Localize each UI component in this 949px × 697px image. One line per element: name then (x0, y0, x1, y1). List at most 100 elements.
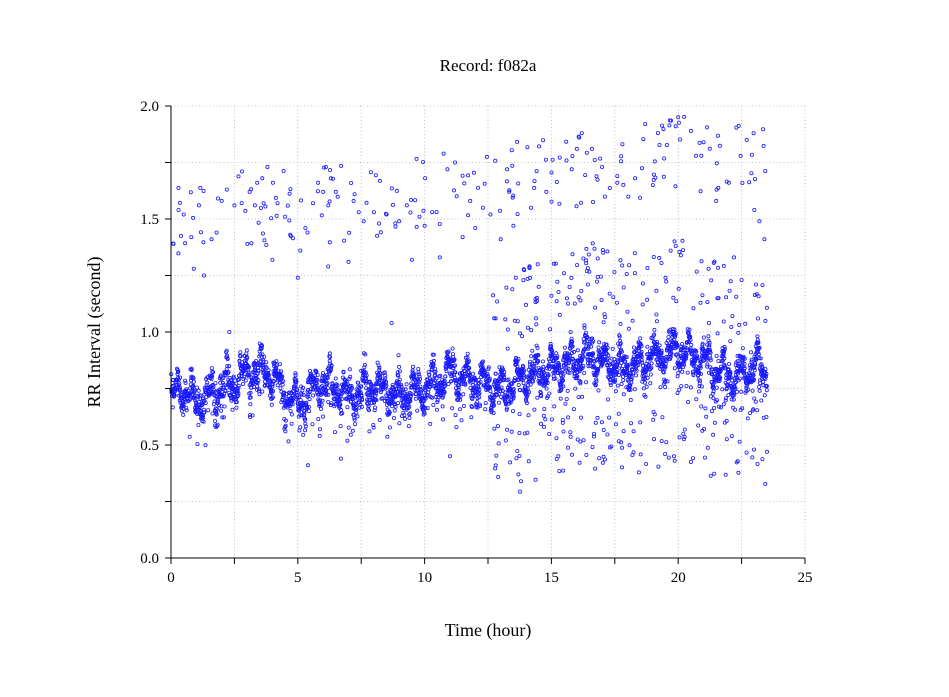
data-point (537, 144, 542, 149)
data-point (596, 367, 601, 372)
data-point (305, 463, 310, 468)
data-point (744, 450, 749, 455)
data-point (673, 332, 678, 337)
data-point (438, 373, 443, 378)
data-point (461, 403, 466, 408)
data-point (600, 247, 605, 252)
data-point (752, 377, 757, 382)
data-point (450, 406, 455, 411)
data-point (510, 287, 515, 292)
data-point (499, 385, 504, 390)
data-point (362, 362, 367, 367)
data-point (515, 359, 520, 364)
data-point (184, 387, 189, 392)
data-point (266, 372, 271, 377)
data-point (187, 392, 192, 397)
data-point (673, 243, 678, 248)
data-point (601, 454, 606, 459)
data-point (198, 185, 203, 190)
data-point (252, 203, 257, 208)
data-point (265, 164, 270, 169)
data-point (757, 345, 762, 350)
data-point (293, 371, 298, 376)
data-point (406, 402, 411, 407)
data-point (505, 346, 510, 351)
data-point (578, 379, 583, 384)
data-point (454, 194, 459, 199)
data-point (248, 395, 253, 400)
data-point (409, 197, 414, 202)
data-point (391, 415, 396, 420)
data-point (509, 148, 514, 153)
data-point (617, 344, 622, 349)
data-point (280, 374, 285, 379)
data-point (417, 377, 422, 382)
data-point (364, 373, 369, 378)
data-point (435, 400, 440, 405)
data-point (477, 390, 482, 395)
data-point (663, 452, 668, 457)
data-point (493, 463, 498, 468)
data-point (560, 367, 565, 372)
data-point (664, 279, 669, 284)
data-point (409, 257, 414, 262)
data-point (415, 382, 420, 387)
data-point (570, 344, 575, 349)
data-point (290, 397, 295, 402)
data-point (317, 402, 322, 407)
data-point (636, 470, 641, 475)
data-point (569, 167, 574, 172)
data-point (256, 378, 261, 383)
data-point (737, 439, 742, 444)
data-point (264, 242, 269, 247)
data-point (704, 414, 709, 419)
data-point (707, 343, 712, 348)
data-point (197, 399, 202, 404)
data-point (712, 471, 717, 476)
data-point (394, 393, 399, 398)
data-point (352, 422, 357, 427)
data-point (544, 189, 549, 194)
data-point (722, 420, 727, 425)
data-point (239, 201, 244, 206)
data-point (660, 415, 665, 420)
data-point (473, 225, 478, 230)
data-point (764, 305, 769, 310)
data-point (274, 363, 279, 368)
data-point (409, 392, 414, 397)
data-point (181, 403, 186, 408)
data-point (763, 318, 768, 323)
data-point (430, 210, 435, 215)
data-point (704, 357, 709, 362)
data-point (510, 381, 515, 386)
data-point (288, 187, 293, 192)
data-point (763, 367, 768, 372)
data-point (261, 360, 266, 365)
data-point (315, 189, 320, 194)
data-point (699, 404, 704, 409)
data-point (664, 142, 669, 147)
data-point (377, 178, 382, 183)
data-point (290, 402, 295, 407)
data-point (553, 376, 558, 381)
data-point (753, 177, 758, 182)
data-point (676, 115, 681, 120)
data-point (481, 359, 486, 364)
data-point (311, 393, 316, 398)
data-point (227, 364, 232, 369)
data-point (227, 375, 232, 380)
data-point (183, 241, 188, 246)
data-point (220, 380, 225, 385)
data-point (428, 382, 433, 387)
data-point (742, 361, 747, 366)
data-point (694, 153, 699, 158)
data-point (402, 416, 407, 421)
data-point (674, 299, 679, 304)
data-point (705, 300, 710, 305)
data-point (387, 425, 392, 430)
data-point (625, 309, 630, 314)
data-point (666, 455, 671, 460)
data-point (652, 327, 657, 332)
data-point (178, 388, 183, 393)
data-point (590, 351, 595, 356)
